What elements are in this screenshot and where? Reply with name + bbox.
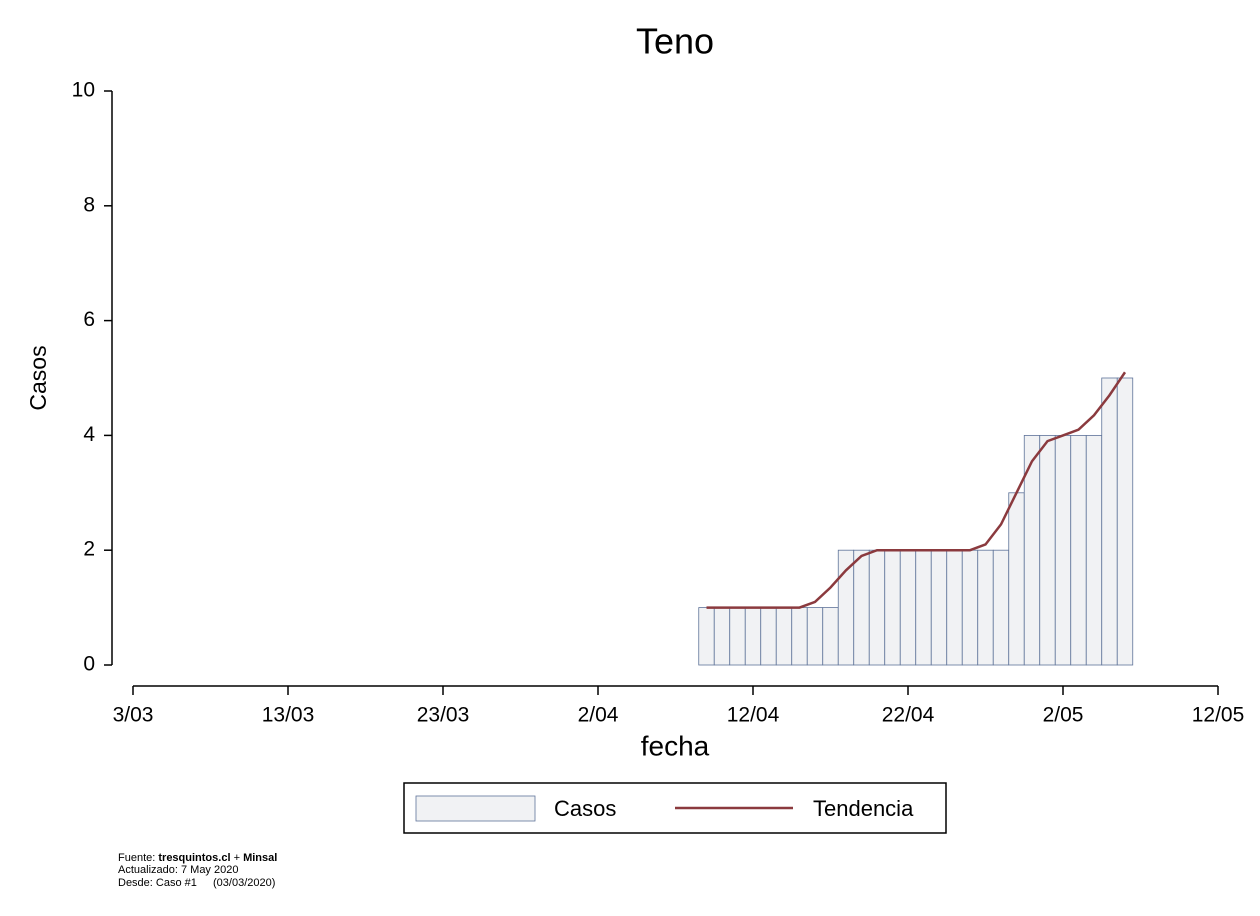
bar (992, 549, 1010, 666)
bar (1101, 377, 1118, 666)
y-tick-label: 10 (72, 79, 95, 102)
bar (1039, 434, 1056, 666)
legend-label: Tendencia (813, 796, 914, 821)
bar (713, 607, 731, 666)
bar (791, 607, 808, 666)
bar (853, 549, 870, 666)
y-tick-label: 8 (83, 193, 95, 216)
bar (837, 549, 855, 666)
x-tick-label: 22/04 (882, 704, 935, 727)
bar (884, 549, 901, 666)
legend-label: Casos (554, 796, 616, 821)
bar (961, 549, 979, 666)
bar (977, 549, 994, 666)
x-tick-label: 23/03 (417, 704, 470, 727)
legend: Casos Tendencia (403, 782, 947, 834)
x-tick-label: 13/03 (262, 704, 315, 727)
x-tick-label: 3/03 (113, 704, 154, 727)
x-tick-label: 2/05 (1043, 704, 1084, 727)
bar (775, 607, 793, 666)
bar (1054, 434, 1072, 666)
bar (806, 607, 824, 666)
x-tick-label: 2/04 (578, 704, 619, 727)
footer-since-date: (03/03/2020) (213, 877, 275, 889)
bar (1070, 434, 1087, 666)
bar (744, 607, 762, 666)
trend-line (706, 371, 1127, 609)
legend-swatch (415, 795, 536, 822)
bar (1008, 492, 1025, 666)
y-axis-label: Casos (25, 345, 51, 410)
source-label: Fuente: (118, 852, 155, 864)
bar (698, 607, 715, 666)
bar (868, 549, 886, 666)
footer-source: Fuente: tresquintos.cl + Minsal (118, 852, 277, 864)
bar (729, 607, 746, 666)
bar (930, 549, 948, 666)
bar (1085, 434, 1103, 666)
chart-title: Teno (636, 21, 714, 62)
footer-updated: Actualizado: 7 May 2020 (118, 864, 238, 876)
bar (1116, 377, 1134, 666)
bar (915, 549, 932, 666)
bar (899, 549, 917, 666)
bar (946, 549, 963, 666)
x-axis-label: fecha (641, 730, 710, 761)
bar (760, 607, 777, 666)
source-plus: + (234, 852, 240, 864)
source-site: tresquintos.cl (158, 852, 230, 864)
source-org: Minsal (243, 852, 277, 864)
y-tick-label: 0 (83, 653, 95, 676)
y-tick-label: 4 (83, 423, 95, 446)
y-tick-label: 2 (83, 538, 95, 561)
x-tick-label: 12/04 (727, 704, 780, 727)
x-tick-label: 12/05 (1192, 704, 1245, 727)
y-tick-label: 6 (83, 308, 95, 331)
footer-since: Desde: Caso #1 (118, 877, 197, 889)
bar (822, 607, 839, 666)
